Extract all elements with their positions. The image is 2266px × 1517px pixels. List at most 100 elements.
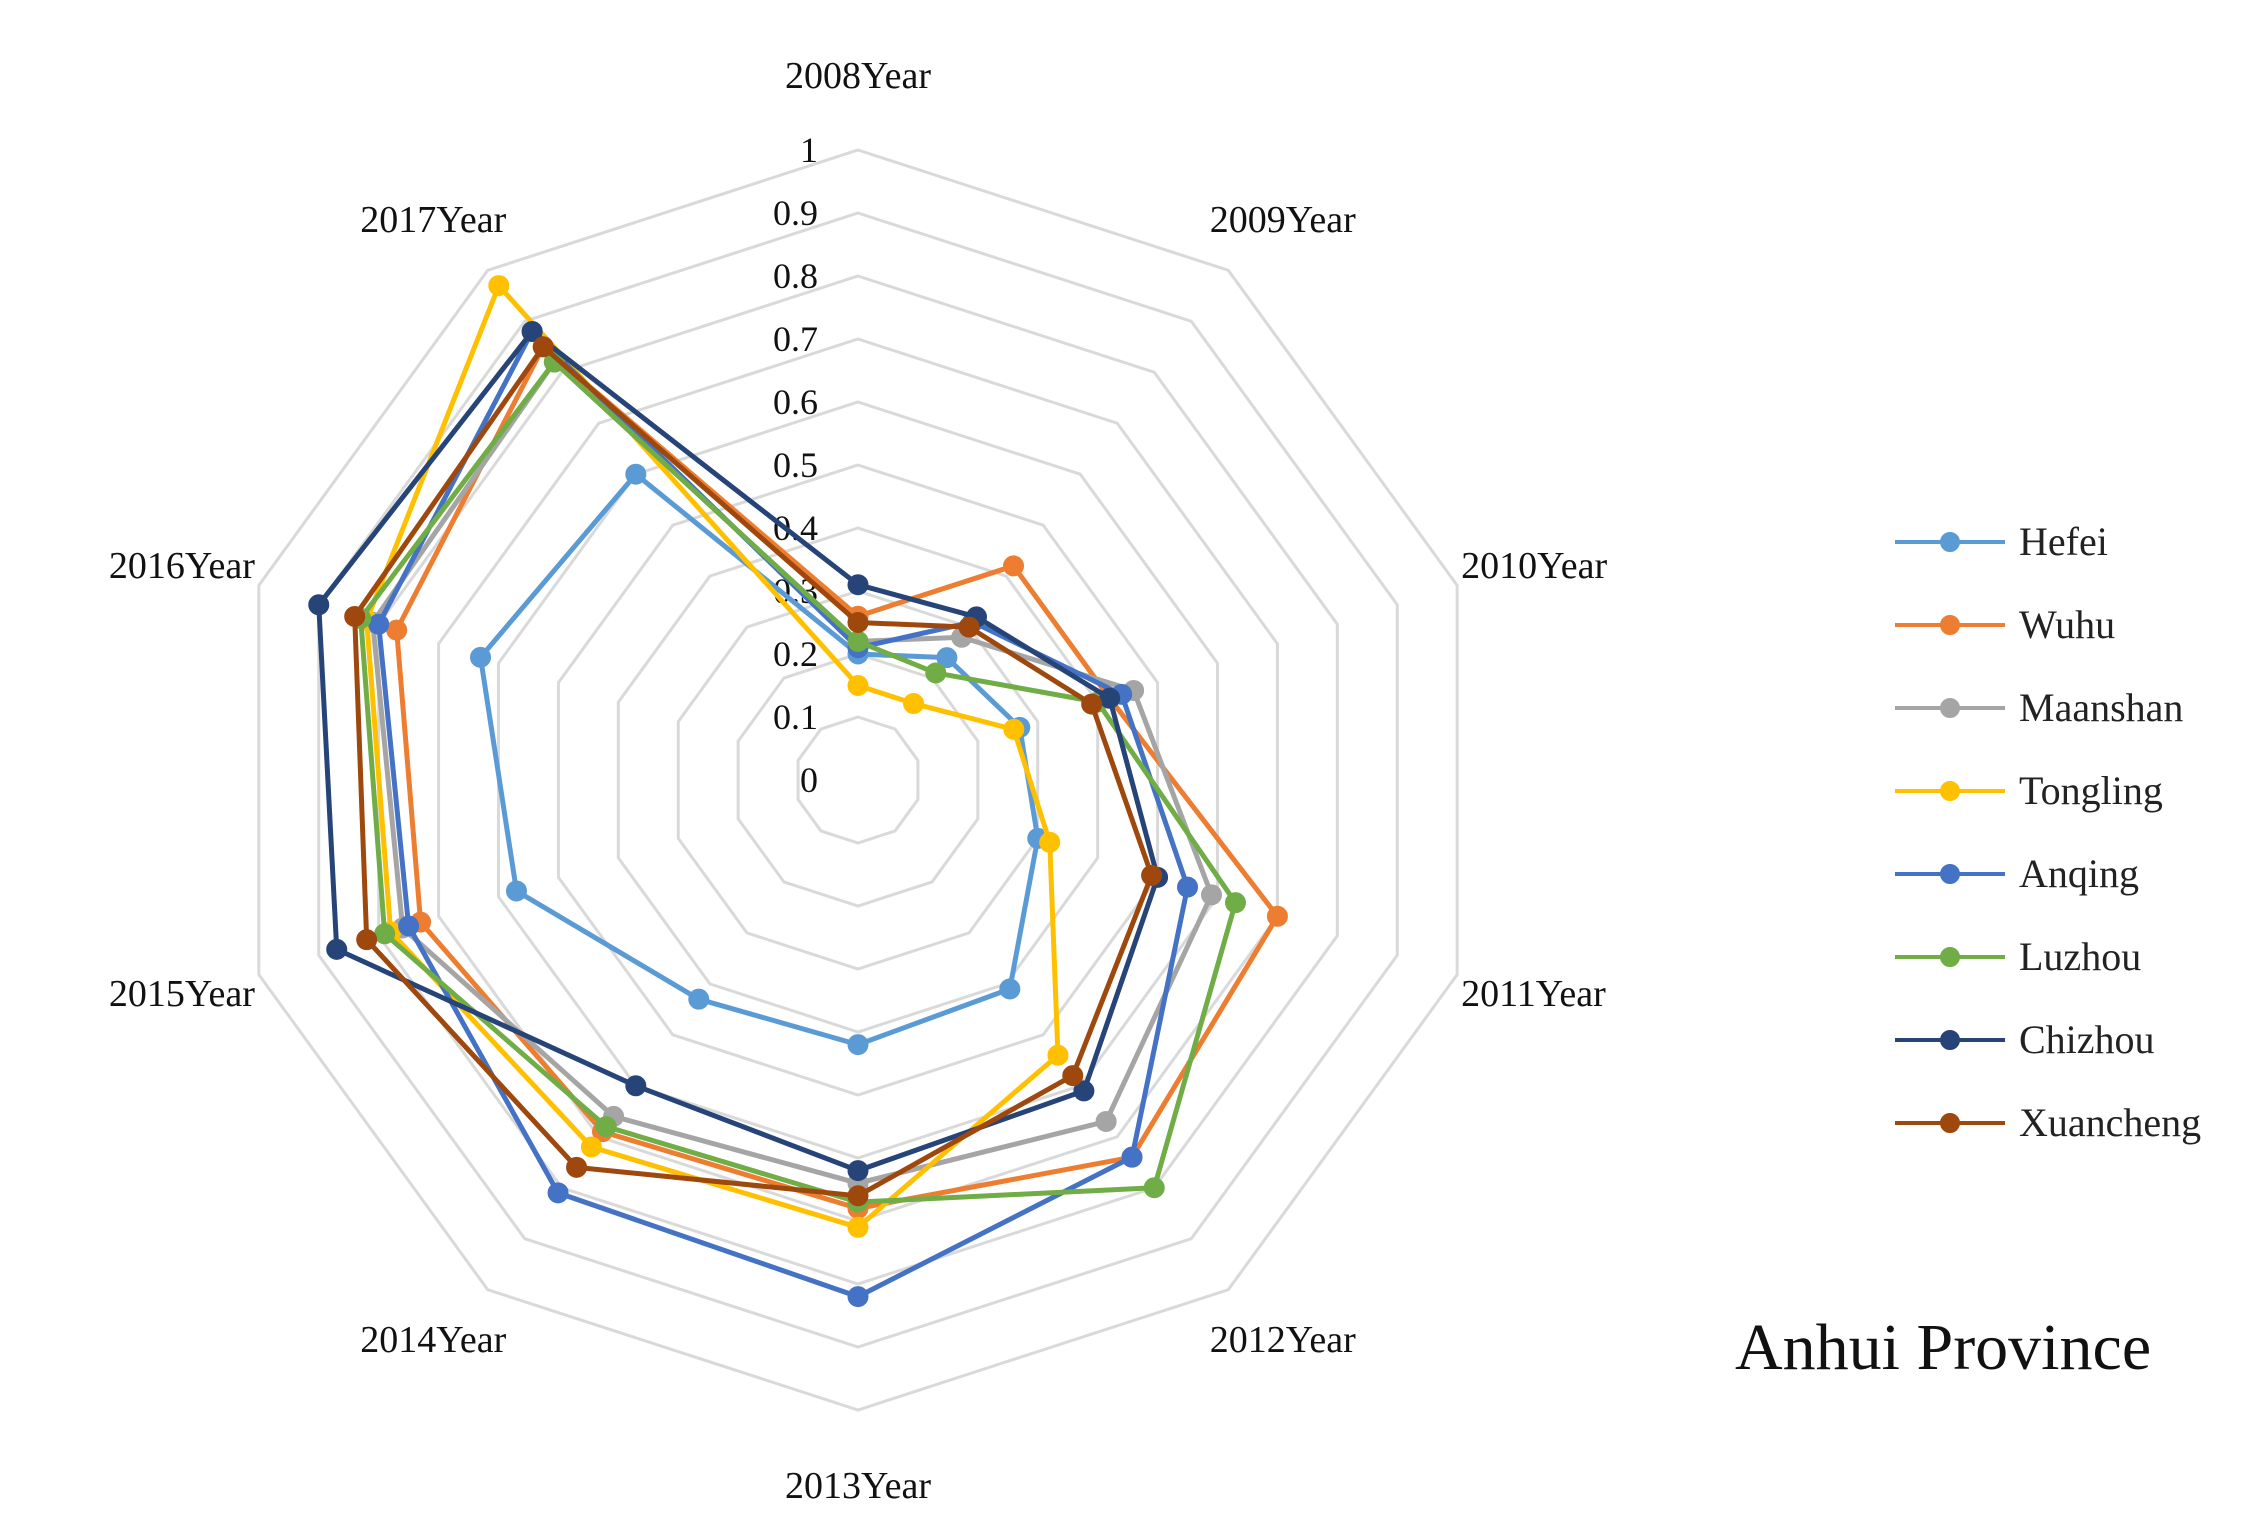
data-point <box>999 978 1021 1000</box>
legend-item: Chizhou <box>1895 998 2255 1081</box>
grid-ring <box>556 463 1160 1097</box>
data-point <box>547 1182 569 1204</box>
axis-label: 2017Year <box>360 199 506 241</box>
tick-label: 0.5 <box>773 445 818 485</box>
tick-label: 0.8 <box>773 256 818 296</box>
legend-swatch <box>1895 1111 2005 1135</box>
data-point <box>1062 1065 1084 1087</box>
legend-item: Wuhu <box>1895 583 2255 666</box>
data-point <box>847 1286 869 1308</box>
legend-label: Chizhou <box>2019 1017 2155 1062</box>
data-point <box>1095 1110 1117 1132</box>
grid-ring <box>317 211 1399 1349</box>
data-point <box>308 594 330 616</box>
data-point <box>847 1160 869 1182</box>
data-point <box>580 1136 602 1158</box>
legend-label: Hefei <box>2019 519 2108 564</box>
data-point <box>847 1185 869 1207</box>
axis-label: 2016Year <box>109 545 255 587</box>
data-point <box>903 693 925 715</box>
series-chizhou <box>308 320 1169 1182</box>
grid-ring <box>377 274 1339 1286</box>
data-point <box>1224 892 1246 914</box>
grid-ring <box>616 526 1100 1034</box>
axis-label: 2009Year <box>1210 199 1356 241</box>
data-point <box>1266 905 1288 927</box>
data-point <box>326 938 348 960</box>
data-point <box>532 336 554 358</box>
series-xuancheng <box>344 336 1163 1207</box>
legend-swatch <box>1895 613 2005 637</box>
data-point <box>1141 864 1163 886</box>
data-point <box>1039 831 1061 853</box>
data-point <box>847 612 869 633</box>
radar-series <box>308 275 1288 1308</box>
data-point <box>1003 555 1025 577</box>
legend-label: Anqing <box>2019 851 2139 896</box>
legend-item: Anqing <box>1895 832 2255 915</box>
data-point <box>847 1034 869 1056</box>
data-point <box>1121 1146 1143 1168</box>
data-point <box>595 1116 617 1138</box>
data-point <box>1143 1177 1165 1199</box>
data-point <box>1201 884 1223 906</box>
data-point <box>374 923 396 945</box>
data-point <box>847 630 869 652</box>
data-point <box>1073 1080 1095 1102</box>
tick-label: 0.6 <box>773 382 818 422</box>
data-point <box>958 616 980 638</box>
data-point <box>470 646 492 668</box>
data-point <box>1047 1044 1069 1066</box>
data-point <box>566 1156 588 1178</box>
tick-label: 0.2 <box>773 634 818 674</box>
data-point <box>398 915 420 937</box>
data-point <box>847 675 869 696</box>
legend-label: Luzhou <box>2019 934 2142 979</box>
legend-label: Xuancheng <box>2019 1100 2202 1145</box>
legend-item: Luzhou <box>1895 915 2255 998</box>
data-point <box>625 1075 647 1097</box>
data-point <box>344 605 366 627</box>
grid-ring <box>676 589 1040 971</box>
tick-label: 0.9 <box>773 193 818 233</box>
axis-label: 2014Year <box>360 1319 506 1361</box>
legend-label: Tongling <box>2019 768 2163 813</box>
tick-label: 1 <box>800 130 818 170</box>
grid-ring <box>497 400 1219 1160</box>
axis-label: 2013Year <box>785 1465 931 1507</box>
data-point <box>936 647 958 669</box>
tick-label: 0 <box>800 760 818 800</box>
series-hefei <box>470 463 1049 1056</box>
data-point <box>488 275 510 297</box>
tick-label: 0.7 <box>773 319 818 359</box>
axis-label: 2012Year <box>1210 1319 1356 1361</box>
legend-swatch <box>1895 1028 2005 1052</box>
axis-label: 2008Year <box>785 55 931 97</box>
data-point <box>1099 687 1121 709</box>
data-point <box>847 574 869 596</box>
legend-item: Maanshan <box>1895 666 2255 749</box>
data-point <box>521 320 543 342</box>
axis-label: 2010Year <box>1461 545 1607 587</box>
data-point <box>1081 693 1103 715</box>
data-point <box>925 662 947 684</box>
legend-item: Hefei <box>1895 500 2255 583</box>
legend-label: Wuhu <box>2019 602 2116 647</box>
legend: Hefei Wuhu Maanshan Tongling Anqing Luzhou Chi… <box>1895 500 2255 1164</box>
data-point <box>386 619 408 641</box>
grid-ring <box>796 715 920 845</box>
axis-label: 2011Year <box>1461 973 1606 1015</box>
legend-swatch <box>1895 862 2005 886</box>
data-point <box>688 988 710 1010</box>
legend-label: Maanshan <box>2019 685 2184 730</box>
grid-ring <box>736 652 980 908</box>
series-line <box>364 283 1061 1230</box>
data-point <box>505 880 527 902</box>
legend-swatch <box>1895 945 2005 969</box>
data-point <box>625 463 647 485</box>
data-point <box>1003 718 1025 740</box>
data-point <box>368 613 390 635</box>
legend-swatch <box>1895 779 2005 803</box>
legend-swatch <box>1895 696 2005 720</box>
